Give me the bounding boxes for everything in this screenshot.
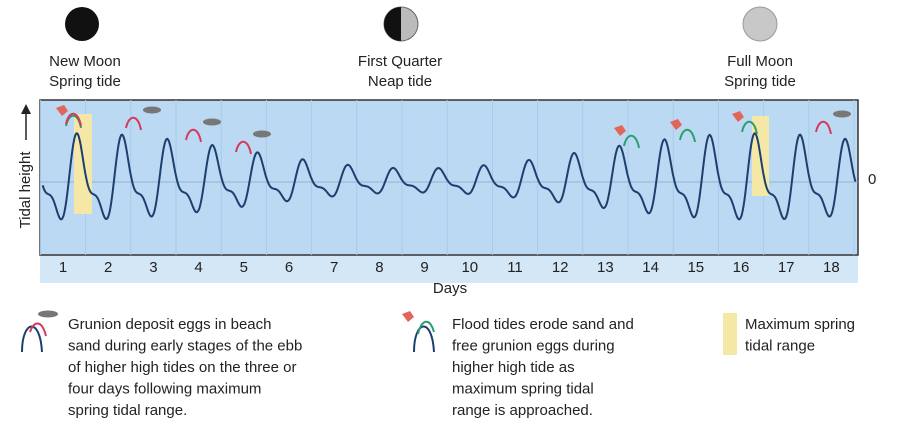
grunion-icon — [833, 110, 851, 118]
new-moon-icon — [65, 7, 99, 41]
legend-text: Grunion deposit eggs in beach — [68, 316, 271, 333]
grunion-arc — [185, 128, 202, 143]
x-tick-label: 6 — [285, 259, 293, 276]
phase-label: First Quarter — [358, 53, 442, 70]
legend-text: four days following maximum — [68, 380, 261, 397]
x-tick-label: 7 — [330, 259, 338, 276]
legend-text: Maximum spring — [745, 316, 855, 333]
x-tick-label: 3 — [149, 259, 157, 276]
sand-icon — [614, 125, 626, 136]
x-tick-label: 4 — [194, 259, 202, 276]
y-axis-arrow — [21, 104, 31, 140]
x-tick-label: 15 — [687, 259, 704, 276]
legend-text: spring tidal range. — [68, 402, 187, 419]
grunion-arc — [65, 112, 82, 127]
x-tick-label: 8 — [375, 259, 383, 276]
tide-label: Neap tide — [368, 73, 432, 90]
x-tick-label: 12 — [552, 259, 569, 276]
grunion-arc — [235, 140, 252, 155]
legend-text: tidal range — [745, 337, 815, 354]
grunion-icon — [203, 118, 221, 126]
first-quarter-icon — [383, 6, 419, 42]
legend-text: maximum spring tidal — [452, 380, 594, 397]
legend-text: sand during early stages of the ebb — [68, 337, 302, 354]
flood-arc — [679, 128, 696, 143]
legend-text: range is approached. — [452, 402, 593, 419]
flood-arc — [623, 134, 640, 149]
flood-legend-icon — [402, 311, 435, 353]
grunion-legend-icon — [21, 310, 58, 353]
x-tick-label: 10 — [461, 259, 478, 276]
sand-icon — [56, 105, 68, 116]
grunion-icon — [143, 106, 161, 114]
y-axis-label: Tidal height — [17, 151, 34, 229]
flood-arc — [741, 120, 758, 135]
zero-label: 0 — [868, 171, 876, 188]
tide-curve — [41, 132, 857, 221]
x-tick-label: 11 — [507, 259, 523, 276]
legend-text: Flood tides erode sand and — [452, 316, 634, 333]
x-tick-label: 14 — [642, 259, 659, 276]
x-tick-label: 18 — [823, 259, 840, 276]
event-icons — [56, 105, 851, 155]
tide-label: Spring tide — [49, 73, 121, 90]
plot-panel — [39, 99, 859, 256]
legend-text: of higher high tides on the three or — [68, 359, 297, 376]
grunion-icon — [253, 130, 271, 138]
band-legend-icon — [723, 313, 737, 355]
legend-text: free grunion eggs during — [452, 337, 615, 354]
x-tick-label: 2 — [104, 259, 112, 276]
phase-label: New Moon — [49, 53, 121, 70]
sand-icon — [732, 111, 744, 122]
x-tick-label: 16 — [733, 259, 750, 276]
x-tick-label: 13 — [597, 259, 614, 276]
sand-icon — [670, 119, 682, 130]
phase-label: Full Moon — [727, 53, 793, 70]
legend-text: higher high tide as — [452, 359, 575, 376]
tide-label: Spring tide — [724, 73, 796, 90]
x-tick-label: 1 — [59, 259, 67, 276]
x-tick-label: 17 — [778, 259, 795, 276]
x-tick-label: 5 — [240, 259, 248, 276]
x-tick-label: 9 — [420, 259, 428, 276]
grunion-arc — [125, 116, 142, 131]
grunion-arc — [815, 120, 832, 135]
x-axis-label: Days — [433, 280, 467, 297]
full-moon-icon — [742, 6, 778, 42]
